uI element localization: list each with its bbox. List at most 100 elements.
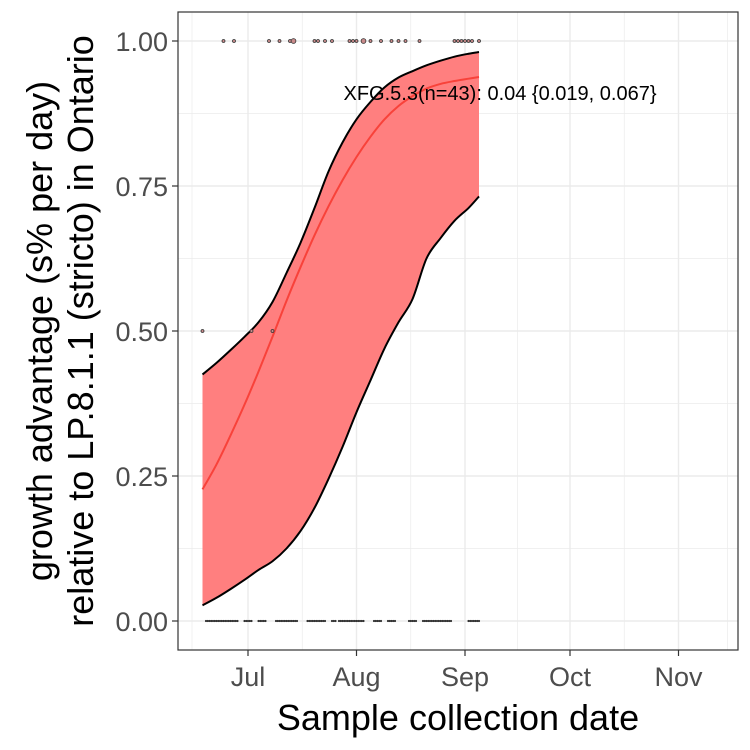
x-axis-title: Sample collection date bbox=[277, 697, 639, 738]
y-tick-label: 0.00 bbox=[115, 607, 168, 637]
data-point-zero bbox=[295, 619, 299, 623]
data-point-zero bbox=[430, 619, 433, 623]
data-point bbox=[330, 39, 334, 43]
data-point bbox=[463, 39, 467, 43]
data-point-zero bbox=[278, 619, 281, 623]
data-point-zero bbox=[379, 619, 383, 623]
data-point-zero bbox=[428, 619, 432, 623]
data-point-zero bbox=[229, 619, 232, 623]
data-point bbox=[396, 39, 401, 43]
data-point-zero bbox=[259, 619, 262, 623]
data-point-zero bbox=[208, 619, 211, 623]
data-point-zero bbox=[469, 619, 472, 623]
data-point-zero bbox=[245, 619, 248, 623]
data-point bbox=[270, 329, 275, 333]
data-point-zero bbox=[476, 619, 479, 623]
data-point-zero bbox=[227, 619, 230, 623]
data-point bbox=[200, 329, 205, 333]
x-tick-label: Oct bbox=[549, 662, 592, 692]
data-point-zero bbox=[288, 619, 292, 623]
data-point-zero bbox=[346, 619, 349, 623]
data-point bbox=[470, 39, 474, 43]
x-tick-label: Nov bbox=[654, 662, 703, 692]
data-point-zero bbox=[213, 619, 216, 623]
data-point-zero bbox=[372, 619, 376, 623]
data-point-zero bbox=[243, 619, 246, 623]
data-point-zero bbox=[467, 619, 470, 623]
data-point-zero bbox=[294, 619, 297, 623]
data-point-zero bbox=[231, 619, 234, 623]
data-point-zero bbox=[280, 619, 283, 623]
data-point-zero bbox=[281, 619, 285, 623]
y-tick-label: 0.50 bbox=[115, 317, 168, 347]
data-point-zero bbox=[334, 619, 337, 623]
data-point bbox=[368, 39, 373, 43]
data-point-zero bbox=[344, 619, 348, 623]
data-point-zero bbox=[343, 619, 346, 623]
fit-line bbox=[201, 75, 480, 490]
data-point-zero bbox=[432, 619, 435, 623]
ribbon-upper-edge bbox=[201, 51, 480, 376]
y-axis-title-line-2: relative to LP.8.1.1 (stricto) in Ontari… bbox=[60, 35, 101, 627]
data-point-zero bbox=[260, 619, 264, 623]
data-point-zero bbox=[224, 619, 227, 623]
data-point-zero bbox=[449, 619, 453, 623]
data-point bbox=[389, 39, 394, 43]
data-point-zero bbox=[211, 619, 215, 623]
data-point-zero bbox=[470, 619, 474, 623]
confidence-ribbon bbox=[202, 52, 479, 606]
data-point-zero bbox=[320, 619, 323, 623]
data-point-zero bbox=[248, 619, 251, 623]
data-point-zero bbox=[257, 619, 260, 623]
y-tick-label: 1.00 bbox=[115, 27, 168, 57]
data-point bbox=[249, 329, 254, 333]
data-point-zero bbox=[423, 619, 426, 623]
data-point-zero bbox=[446, 619, 449, 623]
data-point-zero bbox=[276, 619, 279, 623]
data-point bbox=[403, 39, 408, 43]
data-point-zero bbox=[232, 619, 236, 623]
data-point-zero bbox=[215, 619, 218, 623]
data-point-zero bbox=[425, 619, 428, 623]
data-point-zero bbox=[262, 619, 265, 623]
data-point-zero bbox=[222, 619, 225, 623]
data-point-zero bbox=[378, 619, 381, 623]
data-point-zero bbox=[318, 619, 321, 623]
data-point-zero bbox=[388, 619, 391, 623]
data-point bbox=[232, 39, 236, 43]
data-point-zero bbox=[393, 619, 397, 623]
data-point-zero bbox=[292, 619, 295, 623]
data-points bbox=[200, 38, 481, 623]
data-point-zero bbox=[264, 619, 267, 623]
data-point-zero bbox=[409, 619, 412, 623]
data-point bbox=[316, 39, 320, 43]
data-point-zero bbox=[386, 619, 390, 623]
data-point-zero bbox=[348, 619, 351, 623]
data-point-zero bbox=[374, 619, 377, 623]
data-point-zero bbox=[308, 619, 311, 623]
data-point-zero bbox=[309, 619, 313, 623]
data-point-zero bbox=[351, 619, 355, 623]
data-point-zero bbox=[421, 619, 425, 623]
y-axis-ticks: 0.00 0.25 0.50 0.75 1.00 bbox=[115, 27, 178, 637]
model-annotation: XFG.5.3(n=43): 0.04 {0.019, 0.067} bbox=[343, 83, 656, 105]
data-point-zero bbox=[330, 619, 334, 623]
data-point-zero bbox=[311, 619, 314, 623]
data-point-zero bbox=[427, 619, 430, 623]
data-point-zero bbox=[376, 619, 379, 623]
y-tick-label: 0.75 bbox=[115, 172, 168, 202]
data-point bbox=[351, 39, 355, 43]
data-point-zero bbox=[316, 619, 320, 623]
data-point-zero bbox=[444, 619, 447, 623]
data-point-zero bbox=[290, 619, 293, 623]
data-point-zero bbox=[306, 619, 309, 623]
y-axis-title-line-1: growth advantage (s% per day) bbox=[19, 81, 60, 581]
data-point-zero bbox=[220, 619, 223, 623]
data-point-zero bbox=[285, 619, 288, 623]
data-point bbox=[452, 39, 457, 43]
data-point-zero bbox=[337, 619, 341, 623]
data-point-zero bbox=[283, 619, 286, 623]
x-tick-label: Aug bbox=[332, 662, 380, 692]
data-point-zero bbox=[437, 619, 440, 623]
